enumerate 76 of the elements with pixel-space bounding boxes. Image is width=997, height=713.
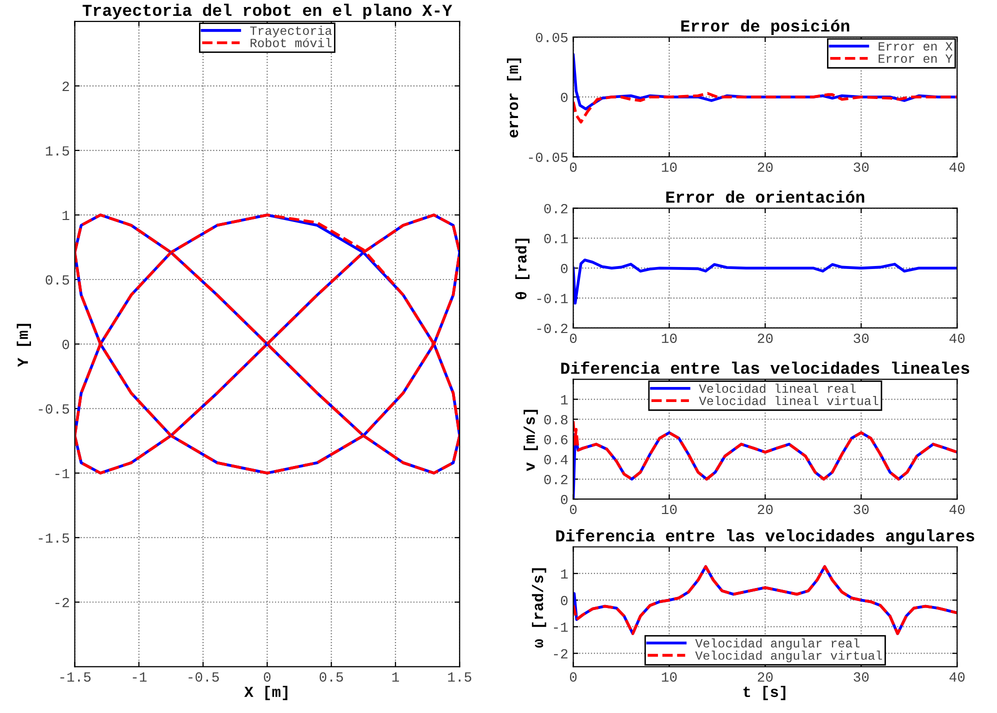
x-tick-label: 40 bbox=[949, 334, 965, 344]
y-tick-label: 0.2 bbox=[544, 204, 568, 214]
y-tick-label: -0.1 bbox=[537, 294, 568, 304]
y-axis-title: θ [rad] bbox=[515, 238, 530, 300]
y-tick-label: 0 bbox=[560, 596, 568, 606]
x-tick-label: 10 bbox=[662, 672, 677, 682]
y-tick-label: -2 bbox=[554, 649, 568, 658]
x-tick-label: 20 bbox=[758, 334, 773, 344]
y-tick-label: 1 bbox=[62, 210, 70, 220]
line-series bbox=[573, 258, 958, 305]
legend-label: Trayectoria bbox=[250, 26, 332, 38]
chart-title: Diferencia entre las velocidades lineales bbox=[561, 361, 970, 374]
chart-title: Error de posición bbox=[681, 19, 850, 35]
x-tick-label: 20 bbox=[758, 672, 773, 682]
x-tick-label: -1 bbox=[132, 672, 147, 682]
x-tick-label: 30 bbox=[854, 162, 869, 172]
x-tick-label: 20 bbox=[758, 162, 773, 172]
x-tick-label: 10 bbox=[662, 334, 677, 344]
y-tick-label: 0 bbox=[560, 264, 568, 274]
y-tick-label: 0.4 bbox=[544, 454, 568, 464]
y-tick-label: -0.05 bbox=[529, 152, 568, 162]
y-axis-title: v [m/s] bbox=[524, 410, 538, 472]
x-tick-label: 30 bbox=[854, 504, 869, 514]
x-tick-label: 1.5 bbox=[448, 672, 472, 682]
x-tick-label: 0 bbox=[570, 672, 577, 682]
y-tick-label: 1.5 bbox=[46, 146, 70, 156]
x-tick-label: 20 bbox=[758, 504, 773, 514]
x-tick-label: 0 bbox=[264, 672, 271, 682]
y-tick-label: 1 bbox=[561, 569, 568, 579]
legend-label: Error en X bbox=[878, 42, 953, 51]
x-tick-label: 0 bbox=[570, 504, 577, 514]
x-tick-label: 30 bbox=[854, 672, 869, 682]
y-tick-label: 0 bbox=[560, 92, 568, 102]
legend-label: Velocidad lineal virtual bbox=[698, 396, 878, 406]
chart-title: Error de orientación bbox=[666, 190, 864, 203]
y-tick-label: 0.1 bbox=[544, 234, 568, 244]
y-tick-label: 0.8 bbox=[544, 414, 568, 424]
x-tick-label: 10 bbox=[662, 162, 677, 172]
y-tick-label: -2 bbox=[56, 598, 69, 608]
y-axis-title: Y [m] bbox=[16, 324, 32, 367]
line-series bbox=[573, 420, 958, 481]
legend-label: Velocidad angular real bbox=[695, 638, 860, 650]
x-tick-label: 30 bbox=[854, 334, 869, 344]
y-tick-label: 0.6 bbox=[544, 434, 568, 444]
x-tick-label: 40 bbox=[949, 504, 965, 514]
line-series bbox=[573, 565, 958, 636]
y-tick-label: 0 bbox=[560, 494, 568, 504]
legend-label: Robot móvil bbox=[250, 38, 332, 48]
x-tick-label: 0.5 bbox=[320, 672, 343, 682]
x-tick-label: -0.5 bbox=[188, 672, 219, 682]
chart-title: Diferencia entre las velocidades angulares bbox=[556, 528, 974, 545]
y-tick-label: -0.5 bbox=[38, 404, 70, 414]
x-tick-label: 40 bbox=[949, 162, 965, 172]
x-tick-label: 40 bbox=[949, 672, 965, 682]
line-series bbox=[573, 92, 958, 124]
y-tick-label: -1 bbox=[554, 622, 568, 632]
x-axis-title: X [m] bbox=[244, 686, 288, 700]
y-tick-label: 0.2 bbox=[544, 474, 568, 484]
y-axis-title: ω [rad/s] bbox=[532, 568, 546, 648]
y-tick-label: -0.2 bbox=[537, 324, 568, 334]
y-axis-title: error [m] bbox=[506, 58, 522, 138]
x-axis-title: t [s] bbox=[743, 686, 786, 700]
chart-title: Trayectoria del robot en el plano X-Y bbox=[82, 4, 452, 20]
x-tick-label: 0 bbox=[570, 334, 577, 344]
y-tick-label: 0.05 bbox=[536, 32, 568, 42]
x-tick-label: 1 bbox=[392, 672, 399, 682]
legend-label: Error en Y bbox=[878, 54, 953, 63]
y-tick-label: 1 bbox=[561, 395, 568, 404]
y-tick-label: 0.5 bbox=[46, 275, 70, 285]
y-tick-label: -1.5 bbox=[38, 533, 70, 543]
legend-label: Velocidad angular virtual bbox=[695, 650, 882, 662]
x-tick-label: 10 bbox=[662, 504, 677, 514]
y-tick-label: 2 bbox=[62, 82, 69, 91]
legend-label: Velocidad lineal real bbox=[698, 384, 856, 393]
y-tick-label: -1 bbox=[56, 468, 70, 478]
x-tick-label: 0 bbox=[570, 162, 577, 172]
